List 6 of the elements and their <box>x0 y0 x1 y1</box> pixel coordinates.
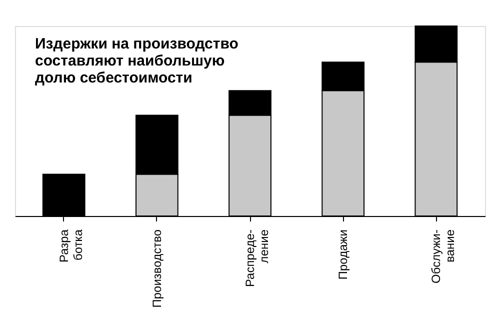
x-tick-label: Распреде- ление <box>243 229 271 288</box>
x-tick-label: Производство <box>150 229 164 308</box>
x-tick-label: Разра ботка <box>56 229 85 262</box>
x-tick-label: Продажи <box>336 230 350 280</box>
text: Издержки на производство составляют наибольшую долю себестоимости <box>35 36 238 86</box>
x-tick-label: Обслужи- вание <box>429 229 458 284</box>
